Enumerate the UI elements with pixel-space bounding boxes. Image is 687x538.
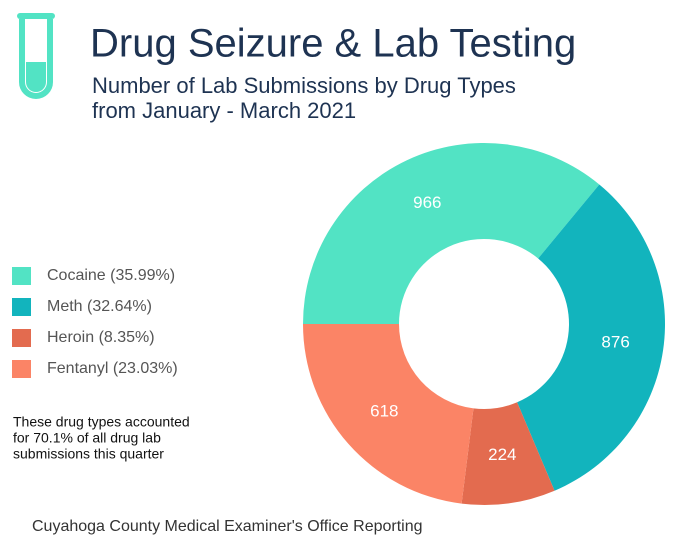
note: for 70.1% of all drug lab xyxy=(13,430,161,446)
legend-swatch xyxy=(12,360,31,378)
data-label: 876 xyxy=(601,333,629,352)
data-label: 966 xyxy=(413,193,441,212)
legend-swatch xyxy=(12,267,31,285)
note: submissions this quarter xyxy=(13,446,164,462)
legend-label: Cocaine (35.99%) xyxy=(47,267,175,284)
note: These drug types accounted xyxy=(13,414,190,430)
legend-label: Fentanyl (23.03%) xyxy=(47,360,178,377)
data-label: 618 xyxy=(370,402,398,421)
test-tube-icon xyxy=(17,13,55,99)
subtitle: from January - March 2021 xyxy=(92,98,356,123)
donut-slice xyxy=(461,402,555,505)
data-label: 224 xyxy=(488,445,516,464)
donut-slice xyxy=(303,324,474,504)
chart-title: Drug Seizure & Lab Testing xyxy=(90,22,576,66)
donut-slice xyxy=(303,143,600,324)
legend-label: Heroin (8.35%) xyxy=(47,329,155,346)
legend-label: Meth (32.64%) xyxy=(47,298,152,315)
donut-slice xyxy=(517,184,665,491)
subtitle: Number of Lab Submissions by Drug Types xyxy=(92,73,516,98)
source: Cuyahoga County Medical Examiner's Offic… xyxy=(32,518,423,535)
legend-swatch xyxy=(12,329,31,347)
legend-swatch xyxy=(12,298,31,316)
